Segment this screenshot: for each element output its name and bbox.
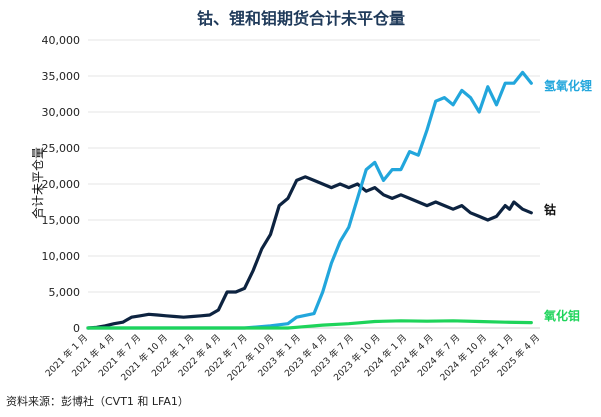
series-lines bbox=[86, 70, 533, 330]
y-tick-label: 5,000 bbox=[49, 286, 81, 299]
x-tick-label: 2023 年 10 月 bbox=[331, 332, 383, 384]
x-tick-label: 2024 年 10 月 bbox=[437, 332, 489, 384]
series-line-1 bbox=[86, 70, 533, 330]
y-tick-label: 25,000 bbox=[42, 142, 81, 155]
y-tick-label: 35,000 bbox=[42, 70, 81, 83]
y-tick-label: 30,000 bbox=[42, 106, 81, 119]
source-note: 资料来源：彭博社（CVT1 和 LFA1） bbox=[6, 394, 189, 408]
series-label-0: 钴 bbox=[544, 202, 556, 217]
grid bbox=[88, 39, 540, 329]
series-line-0 bbox=[86, 175, 533, 330]
x-tick-label: 2022 年 10 月 bbox=[225, 332, 277, 384]
y-tick-label: 20,000 bbox=[42, 178, 81, 191]
y-tick-label: 40,000 bbox=[42, 34, 81, 47]
chart-title: 钴、锂和钼期货合计未平仓量 bbox=[197, 9, 405, 28]
series-line-2 bbox=[86, 319, 533, 330]
series-label-2: 氧化钼 bbox=[543, 308, 580, 323]
y-tick-label: 10,000 bbox=[42, 250, 81, 263]
y-axis-ticks: 0 5,000 10,000 15,000 20,000 25,000 30,000 35,0… bbox=[42, 34, 81, 335]
y-tick-label: 15,000 bbox=[42, 214, 81, 227]
series-label-1: 氢氧化锂 bbox=[544, 78, 592, 93]
y-tick-label: 0 bbox=[73, 322, 80, 335]
y-axis-label: 合计未平仓量 bbox=[30, 147, 45, 219]
x-tick-label: 2021 年 10 月 bbox=[118, 332, 170, 384]
